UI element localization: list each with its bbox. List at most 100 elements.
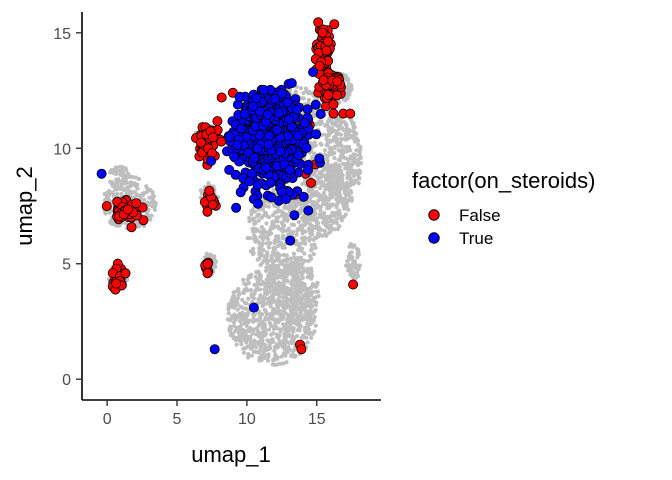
background-point: [237, 292, 242, 297]
background-point: [261, 230, 266, 235]
background-point: [319, 227, 324, 232]
background-point: [309, 223, 314, 228]
background-point: [261, 349, 266, 355]
background-point: [232, 316, 237, 321]
background-point: [346, 162, 351, 167]
background-point: [264, 277, 269, 282]
background-point: [271, 306, 276, 312]
background-point: [341, 155, 346, 160]
background-point: [348, 148, 353, 153]
background-point: [347, 128, 352, 133]
background-point: [326, 119, 331, 124]
background-point: [276, 280, 281, 285]
background-point: [276, 343, 281, 348]
background-point: [263, 268, 269, 273]
background-point: [240, 297, 245, 302]
background-point: [323, 223, 329, 228]
background-point: [295, 267, 300, 272]
background-point: [260, 338, 265, 343]
background-point: [261, 227, 266, 232]
background-point: [243, 306, 248, 311]
background-point: [349, 133, 354, 139]
data-point-false: [332, 76, 343, 87]
data-point-true: [206, 155, 217, 166]
data-point-true: [252, 198, 263, 209]
background-point: [309, 319, 314, 324]
background-point: [297, 284, 303, 290]
data-point-false: [111, 278, 122, 289]
background-point: [286, 288, 291, 293]
background-point: [322, 210, 327, 216]
background-point: [124, 179, 129, 184]
background-point: [280, 313, 285, 318]
background-point: [281, 252, 286, 258]
background-point: [130, 189, 135, 195]
background-point: [129, 180, 134, 185]
background-point: [343, 129, 349, 134]
background-point: [306, 91, 311, 96]
background-point: [293, 305, 298, 310]
data-point-true: [301, 142, 312, 153]
background-point: [326, 170, 331, 175]
background-point: [283, 212, 288, 218]
background-point: [333, 187, 339, 193]
background-point: [114, 171, 119, 176]
background-point: [275, 355, 280, 360]
background-point: [256, 218, 261, 223]
background-point: [351, 125, 356, 130]
background-point: [334, 140, 339, 145]
background-point: [356, 181, 361, 186]
background-point: [272, 345, 277, 350]
data-point-true: [285, 235, 296, 246]
background-point: [302, 241, 307, 246]
data-point-false: [331, 90, 342, 101]
background-point: [151, 199, 157, 204]
background-point: [273, 281, 278, 286]
background-point: [297, 295, 302, 300]
data-point-true: [224, 132, 235, 143]
background-point: [298, 86, 303, 91]
background-point: [290, 267, 295, 272]
background-point: [341, 161, 346, 166]
background-point: [289, 222, 294, 227]
background-point: [269, 226, 275, 231]
background-point: [315, 221, 320, 226]
background-point: [233, 328, 238, 334]
background-point: [320, 132, 325, 137]
data-point-true: [239, 108, 250, 119]
data-point-true: [276, 88, 287, 99]
background-point: [287, 347, 292, 352]
background-point: [138, 196, 143, 201]
background-point: [227, 327, 232, 332]
x-ticks: 0 5 10 15: [103, 400, 326, 428]
background-point: [204, 251, 209, 256]
data-point-true: [273, 107, 284, 118]
data-point-true: [291, 104, 302, 115]
background-point: [313, 245, 318, 250]
background-point: [357, 153, 362, 158]
data-point-true: [303, 205, 314, 216]
background-point: [357, 150, 362, 155]
data-point-true: [269, 94, 280, 105]
background-point: [264, 309, 269, 315]
background-point: [343, 98, 348, 103]
legend-key-true: [428, 232, 440, 244]
series-true: [96, 67, 326, 355]
data-point-false: [296, 344, 307, 355]
background-point: [300, 301, 305, 306]
background-point: [117, 185, 122, 190]
background-point: [295, 255, 300, 260]
background-point: [106, 197, 111, 202]
background-point: [133, 175, 138, 180]
background-point: [266, 241, 271, 246]
data-point-true: [289, 210, 300, 221]
background-point: [314, 225, 319, 230]
background-point: [329, 176, 334, 181]
background-point: [308, 189, 313, 194]
background-point: [317, 171, 322, 176]
background-point: [317, 180, 322, 185]
background-point: [293, 286, 298, 291]
background-point: [278, 302, 283, 307]
data-point-false: [101, 201, 112, 212]
background-point: [231, 290, 236, 295]
